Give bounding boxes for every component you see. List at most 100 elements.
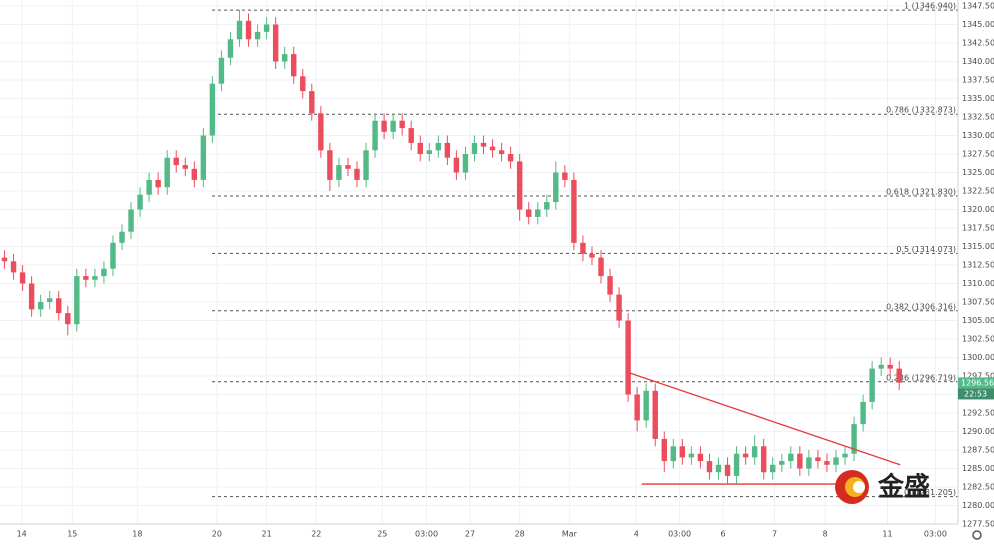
candle-body — [833, 457, 839, 465]
y-tick-label: 1320.000 — [962, 205, 994, 214]
candle-body — [643, 390, 649, 421]
candle-body — [281, 54, 288, 62]
candle-body — [309, 91, 315, 114]
x-tick-label: Mar — [562, 530, 578, 539]
candle-body — [824, 461, 830, 465]
settings-icon[interactable] — [972, 530, 982, 540]
x-tick-label: 11 — [882, 530, 892, 539]
candle-body — [860, 401, 866, 425]
fib-label: 0.236 (1296.719) — [886, 373, 956, 382]
candle-body — [806, 457, 812, 469]
candle-body — [272, 24, 279, 62]
x-tick-label: 14 — [17, 530, 27, 539]
candle-body — [779, 461, 785, 465]
y-tick-label: 1292.500 — [962, 409, 994, 418]
candle-body — [715, 464, 722, 473]
y-tick-label: 1310.000 — [962, 279, 994, 288]
fib-label: 0.5 (1314.073) — [896, 245, 956, 254]
candle-body — [254, 31, 261, 40]
y-tick-label: 1347.500 — [962, 2, 994, 11]
y-tick-label: 1280.000 — [962, 501, 994, 510]
candle-body — [842, 453, 848, 458]
candle-body — [742, 453, 749, 458]
candle-body — [56, 298, 62, 314]
candle-body — [155, 179, 161, 188]
candle-body — [544, 202, 550, 210]
fib-label: 0.382 (1306.316) — [886, 302, 956, 311]
candle-body — [562, 172, 568, 180]
candle-body — [598, 257, 604, 277]
candle-body — [444, 142, 451, 158]
candle-body — [751, 446, 758, 458]
y-tick-label: 1322.500 — [962, 187, 994, 196]
candle-body — [10, 261, 17, 273]
y-tick-label: 1277.500 — [962, 520, 994, 529]
candle-body — [381, 120, 387, 132]
candle-body — [300, 76, 306, 92]
x-tick-label: 25 — [377, 530, 387, 539]
y-tick-label: 1297.500 — [962, 372, 994, 381]
candle-body — [173, 157, 179, 166]
trendline — [629, 372, 901, 466]
x-tick-label: 03:00 — [415, 530, 438, 539]
candle-body — [896, 368, 902, 383]
candle-body — [788, 453, 794, 462]
candle-body — [724, 464, 731, 476]
candle-body — [146, 179, 152, 195]
candle-body — [227, 39, 234, 58]
candle-body — [128, 209, 134, 232]
candle-body — [580, 242, 586, 254]
candle-body — [65, 313, 71, 325]
y-tick-label: 1302.500 — [962, 335, 994, 344]
countdown-label: 22:53 — [964, 389, 987, 398]
x-tick-label: 8 — [823, 530, 828, 539]
candle-body — [390, 120, 396, 132]
candle-body — [797, 453, 803, 469]
candle-body — [318, 113, 324, 151]
candle-body — [363, 150, 369, 180]
candle-body — [869, 368, 875, 402]
candles — [1, 9, 902, 484]
y-tick-label: 1345.000 — [962, 20, 994, 29]
y-tick-label: 1287.500 — [962, 446, 994, 455]
x-tick-label: 03:00 — [668, 530, 691, 539]
y-tick-label: 1290.000 — [962, 427, 994, 436]
candle-body — [336, 165, 342, 180]
y-tick-label: 1337.500 — [962, 76, 994, 85]
candle-body — [616, 294, 622, 321]
y-tick-label: 1335.000 — [962, 94, 994, 103]
x-tick-label: 15 — [67, 530, 77, 539]
candle-body — [679, 446, 686, 458]
candle-body — [426, 150, 433, 154]
candle-body — [815, 457, 821, 462]
candle-body — [1, 257, 8, 262]
candle-body — [263, 24, 270, 32]
y-tick-label: 1332.500 — [962, 113, 994, 122]
candle-body — [760, 446, 767, 473]
x-tick-label: 27 — [465, 530, 475, 539]
y-tick-label: 1300.000 — [962, 353, 994, 362]
candle-body — [291, 54, 297, 77]
candle-body — [471, 142, 478, 154]
candle-body — [535, 209, 541, 217]
candle-body — [435, 142, 442, 151]
y-tick-label: 1285.000 — [962, 464, 994, 473]
candle-body — [878, 364, 884, 369]
candle-body — [480, 142, 487, 147]
x-tick-label: 28 — [515, 530, 525, 539]
candle-body — [634, 394, 640, 421]
y-tick-label: 1327.500 — [962, 150, 994, 159]
fib-label: 0 (1281.205) — [904, 488, 956, 497]
gear[interactable] — [972, 530, 982, 540]
candle-body — [191, 168, 198, 180]
fib-label: 0.786 (1332.873) — [886, 106, 956, 115]
candle-body — [661, 438, 667, 462]
logo: 金盛 — [835, 470, 930, 504]
y-axis-panel — [958, 0, 994, 544]
y-tick-label: 1305.000 — [962, 316, 994, 325]
candle-body — [851, 424, 857, 454]
candle-body — [46, 298, 53, 302]
fib-label: 0.618 (1321.830) — [886, 187, 956, 196]
candle-body — [19, 272, 26, 284]
